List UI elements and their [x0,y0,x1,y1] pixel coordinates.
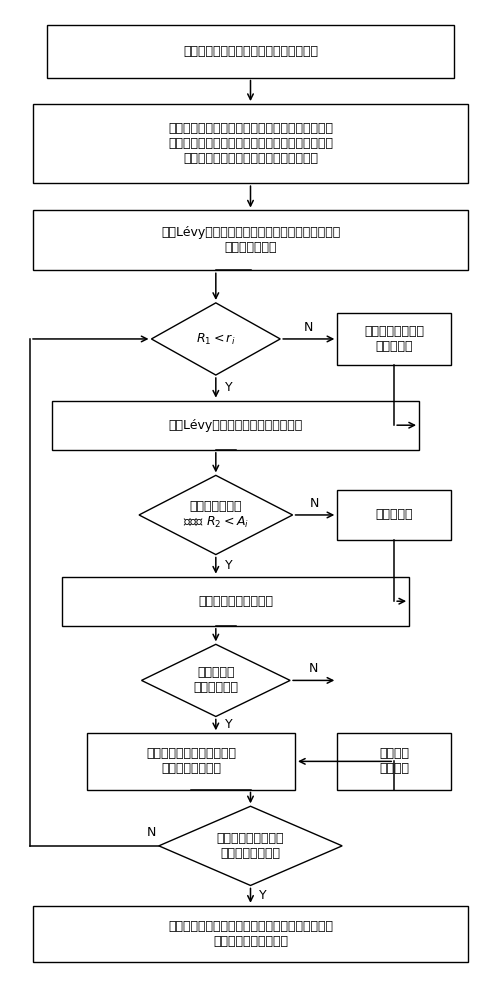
Text: 搜索精度满足要求或
达到最大迭代次数: 搜索精度满足要求或 达到最大迭代次数 [217,832,284,860]
Bar [48,25,453,78]
Polygon shape [141,644,290,716]
Text: N: N [147,826,156,839]
Text: 用新位置替换先前位置: 用新位置替换先前位置 [198,595,273,608]
Text: 随机初始化蝙蝠位置，将大津算法的类间方差判别
函数作为蝙蝠算法的目标函数，将最优阈值作为蝙
蝠最优位置，计算蝙蝠个体当前最优位置: 随机初始化蝙蝠位置，将大津算法的类间方差判别 函数作为蝙蝠算法的目标函数，将最优… [168,122,333,165]
Bar [337,490,451,540]
Text: N: N [309,662,318,675]
Bar [33,104,468,183]
Polygon shape [139,475,293,555]
Text: $R_1 < r_i$: $R_1 < r_i$ [196,331,235,347]
Bar [337,733,451,790]
Bar [62,577,409,626]
Text: 当前最佳
位置不变: 当前最佳 位置不变 [379,747,409,775]
Bar [33,210,468,270]
Text: 导入显著性检测结果图，初始化相关参数: 导入显著性检测结果图，初始化相关参数 [183,45,318,58]
Text: 当前个体位置扰动
产生新位置: 当前个体位置扰动 产生新位置 [364,325,424,353]
Text: 引入Lévy飞行位置更新公式代替原蝙蝠算法的位置
和速度更新公式: 引入Lévy飞行位置更新公式代替原蝙蝠算法的位置 和速度更新公式 [161,226,340,254]
Bar [33,906,468,962]
Text: Y: Y [225,718,232,731]
Text: 新位置优于先前
位置且 $R_2 < A_i$: 新位置优于先前 位置且 $R_2 < A_i$ [183,500,249,530]
Text: N: N [310,497,320,510]
Text: 使用Lévy飞行位置更新公式更新位置: 使用Lévy飞行位置更新公式更新位置 [168,419,303,432]
Text: Y: Y [225,559,232,572]
Polygon shape [159,806,342,885]
Text: 新位置优于
当前最优位置: 新位置优于 当前最优位置 [193,666,238,694]
Text: Y: Y [225,381,232,394]
Bar [337,313,451,365]
Text: 原位置不变: 原位置不变 [375,508,413,521]
Text: 输出最优分割阈值，对全局显著性图进行二值化，
得到紫外图像分割结果: 输出最优分割阈值，对全局显著性图进行二值化， 得到紫外图像分割结果 [168,920,333,948]
Text: N: N [304,321,314,334]
Bar [87,733,295,790]
Polygon shape [151,303,280,375]
Text: 替换当前最优位置，调整脉
冲频度和脉冲音强: 替换当前最优位置，调整脉 冲频度和脉冲音强 [146,747,236,775]
Bar [52,401,419,450]
Text: Y: Y [260,889,267,902]
